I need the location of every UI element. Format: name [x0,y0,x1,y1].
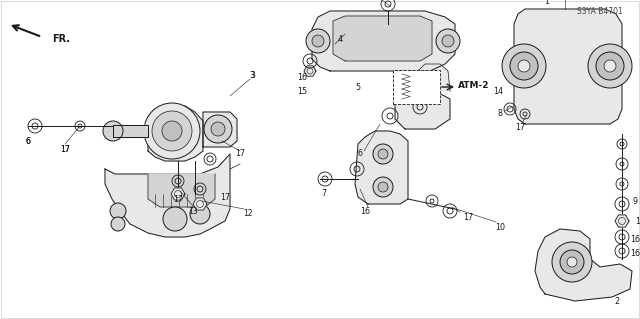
Circle shape [567,257,577,267]
Text: 14: 14 [493,86,503,95]
Text: 9: 9 [632,197,637,205]
Text: 17: 17 [173,195,183,204]
Polygon shape [312,11,455,71]
Circle shape [211,122,225,136]
Polygon shape [418,64,450,91]
Circle shape [373,144,393,164]
Circle shape [588,44,632,88]
Text: 2: 2 [614,296,620,306]
Circle shape [502,44,546,88]
Text: 8: 8 [497,109,502,118]
Polygon shape [333,16,432,61]
Text: 7: 7 [321,189,326,198]
Circle shape [378,182,388,192]
Text: 5: 5 [355,83,360,92]
Circle shape [163,207,187,231]
Circle shape [442,35,454,47]
Circle shape [190,204,210,224]
Circle shape [560,250,584,274]
Circle shape [552,242,592,282]
Polygon shape [514,9,622,124]
FancyBboxPatch shape [393,70,440,104]
Circle shape [373,177,393,197]
Circle shape [152,111,192,151]
Circle shape [204,115,232,143]
Text: 15: 15 [297,86,307,95]
Text: 13: 13 [188,206,198,216]
Polygon shape [113,125,148,137]
Text: 3: 3 [250,70,255,79]
Text: 6: 6 [26,137,31,145]
Circle shape [604,60,616,72]
Circle shape [518,60,530,72]
Polygon shape [355,131,408,204]
Text: 16: 16 [630,234,640,243]
Circle shape [378,149,388,159]
Text: 17: 17 [235,150,245,159]
Circle shape [162,121,182,141]
Text: 17: 17 [463,212,473,221]
Text: 16: 16 [360,206,370,216]
Circle shape [111,217,125,231]
Polygon shape [203,112,237,147]
Circle shape [312,35,324,47]
Circle shape [103,121,123,141]
Text: 6: 6 [358,150,362,159]
Polygon shape [193,198,207,210]
Text: FR.: FR. [52,34,70,44]
Text: 16: 16 [630,249,640,258]
Text: 10: 10 [495,222,505,232]
Polygon shape [304,66,316,76]
Circle shape [110,203,126,219]
Text: 16: 16 [297,72,307,81]
Polygon shape [171,188,185,200]
Text: 17: 17 [220,192,230,202]
Polygon shape [105,154,230,237]
Text: 17: 17 [515,122,525,131]
Circle shape [144,103,200,159]
Circle shape [510,52,538,80]
Polygon shape [148,174,215,207]
Circle shape [306,29,330,53]
Circle shape [596,52,624,80]
Text: 4: 4 [337,34,342,43]
Text: 12: 12 [243,210,253,219]
Text: 3: 3 [251,71,255,80]
Polygon shape [615,215,629,227]
Text: 11: 11 [635,218,640,226]
Text: S3YA B4701: S3YA B4701 [577,6,623,16]
Text: 1: 1 [545,0,550,5]
Polygon shape [148,106,203,161]
Polygon shape [395,91,450,129]
Text: 17: 17 [60,145,70,153]
Text: 17: 17 [60,145,70,153]
Text: ATM-2: ATM-2 [458,81,490,91]
Circle shape [436,29,460,53]
Text: 6: 6 [26,137,31,145]
Polygon shape [535,229,632,301]
